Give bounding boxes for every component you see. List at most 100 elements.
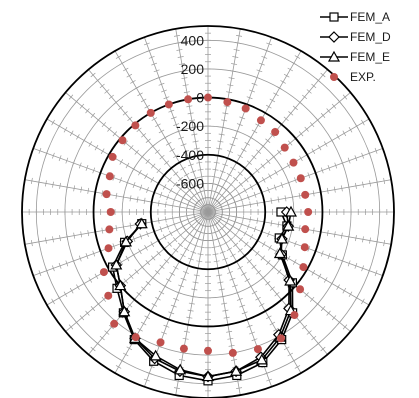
spoke-minor-tick [167,177,172,183]
spoke-minor-tick [136,292,142,297]
triangle-marker [273,247,286,259]
spoke-minor-tick [125,255,130,262]
circle-marker [271,127,280,136]
spoke-minor-tick [311,148,316,154]
spoke-minor-tick [78,162,82,169]
spoke-minor-tick [355,235,357,242]
spoke-minor-tick [369,180,371,187]
spoke-minor-tick [251,264,257,269]
spoke-minor-tick [226,91,233,94]
series-exp [99,93,313,357]
spoke-minor-tick [267,187,270,193]
spoke-minor-tick [122,111,128,116]
spoke-minor-tick [112,243,116,250]
spoke-minor-tick [283,73,290,78]
spoke-minor-tick [132,182,136,189]
spoke-minor-tick [141,286,147,291]
spoke-minor-tick [68,94,74,100]
spoke-minor-tick [311,270,316,276]
spoke-minor-tick [178,63,185,65]
spoke-minor-tick [274,292,280,297]
triangle-marker [110,258,123,270]
spoke-minor-tick [255,168,260,174]
spoke-minor-tick [251,155,257,160]
spoke-minor-tick [227,271,233,274]
spoke-minor-tick [326,230,329,237]
spoke-minor-tick [280,182,284,189]
series-layer [99,93,313,386]
spoke-minor-tick [168,311,175,315]
spoke-minor-tick [243,230,247,237]
spoke-minor-tick [286,162,291,169]
spoke-minor-tick [119,159,124,165]
spoke-minor-tick [146,187,149,193]
circle-marker [102,190,111,199]
spoke-minor-tick [178,136,185,140]
spoke-minor-tick [242,202,245,209]
spoke-minor-tick [292,105,298,111]
spoke-minor-tick [327,253,331,259]
spoke-minor-tick [191,133,198,136]
spoke-minor-tick [161,89,167,93]
spoke-minor-tick [126,73,133,78]
spoke-minor-tick [287,67,294,72]
spoke-minor-tick [180,143,187,147]
spoke-minor-tick [320,72,326,78]
spoke-minor-tick [94,144,99,151]
circle-marker [223,98,232,107]
spoke-minor-tick [90,346,96,352]
spoke-minor-tick [171,202,174,209]
spoke-minor-tick [187,241,193,245]
spoke-minor-tick [190,170,197,174]
spoke-minor-tick [286,255,291,262]
spoke-minor-tick [193,147,200,150]
spoke-minor-tick [92,250,96,257]
spoke-minor-tick [173,154,179,159]
spoke-minor-tick [348,126,353,133]
spoke-minor-tick [354,262,358,269]
spoke-minor-tick [173,387,180,389]
spoke-minor-tick [177,56,184,58]
spoke-minor-tick [192,281,199,284]
spoke-minor-tick [266,104,272,109]
spoke-minor-tick [294,240,297,247]
legend-item: EXP. [330,70,376,84]
spoke-minor-tick [104,330,110,335]
spoke-minor-tick [164,160,170,165]
spoke-minor-tick [228,205,231,212]
spoke-minor-tick [129,273,134,279]
spoke-minor-tick [143,378,150,382]
spoke-minor-tick [157,217,160,224]
spoke-minor-tick [115,55,122,59]
spoke-minor-tick [268,244,272,251]
spoke-minor-tick [51,119,55,126]
spoke-minor-tick [282,273,287,279]
spoke-minor-tick [246,160,252,165]
spoke-minor-tick [65,260,69,267]
circle-marker [280,143,289,152]
spoke-minor-tick [228,182,234,187]
spoke-minor-tick [320,250,324,257]
spoke-minor-tick [65,157,69,164]
spoke-minor-tick [240,221,243,228]
spoke-minor-tick [52,236,54,243]
spoke-minor-tick [148,56,155,59]
spoke-minor-tick [146,231,149,237]
spoke-minor-tick [298,131,304,137]
circle-marker [131,333,140,342]
spoke-minor-tick [243,187,247,194]
spoke-minor-tick [192,140,199,143]
spoke-minor-tick [240,272,247,276]
spoke-minor-tick [249,184,254,190]
spoke-minor-tick [159,191,163,198]
spoke-minor-tick [237,154,243,159]
spoke-minor-tick [164,259,170,264]
spoke-minor-tick [87,187,90,194]
circle-marker [330,73,338,81]
spoke-minor-tick [232,56,239,58]
spoke-minor-tick [154,270,160,275]
ring [178,182,238,242]
spoke-minor-tick [130,80,136,84]
spoke-minor-tick [171,215,174,222]
circle-marker [204,346,212,355]
